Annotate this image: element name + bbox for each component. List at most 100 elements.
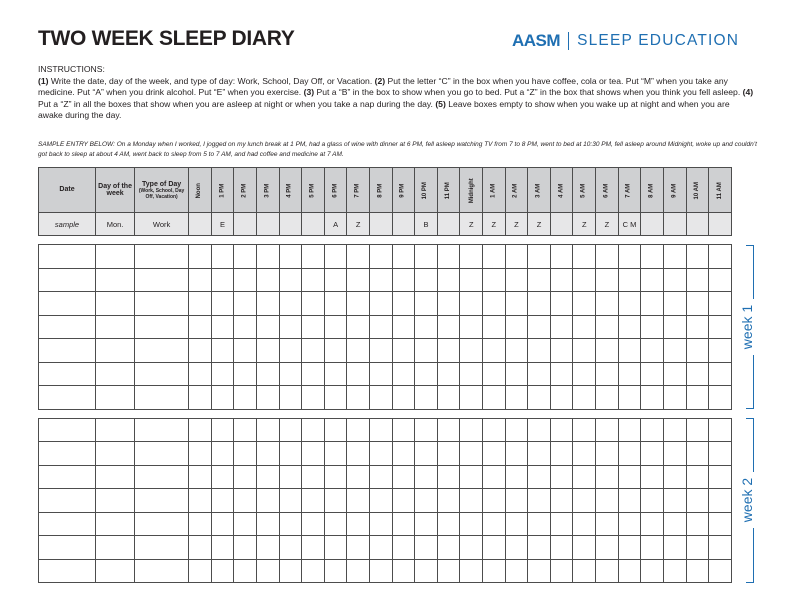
hour-cell[interactable] — [708, 464, 732, 489]
hour-cell[interactable] — [708, 338, 732, 363]
hour-cell[interactable] — [233, 464, 257, 489]
hour-cell[interactable] — [414, 385, 438, 410]
hour-cell[interactable] — [572, 511, 597, 536]
hour-cell[interactable] — [188, 464, 212, 489]
hour-cell[interactable] — [527, 441, 551, 466]
hour-cell[interactable] — [685, 361, 710, 386]
hour-cell[interactable] — [301, 417, 325, 442]
hour-cell[interactable] — [323, 511, 348, 536]
hour-cell[interactable] — [617, 511, 642, 536]
hour-cell[interactable] — [595, 558, 619, 583]
hour-cell[interactable] — [708, 314, 732, 339]
hour-cell[interactable] — [391, 464, 416, 489]
hour-cell[interactable] — [504, 314, 529, 339]
hour-cell[interactable] — [391, 291, 416, 316]
date-cell[interactable] — [37, 291, 97, 316]
hour-cell[interactable] — [662, 267, 687, 292]
hour-cell[interactable] — [527, 361, 551, 386]
hour-cell[interactable] — [549, 464, 574, 489]
type-cell[interactable] — [134, 314, 190, 339]
hour-cell[interactable] — [255, 417, 280, 442]
hour-cell[interactable] — [504, 417, 529, 442]
hour-cell[interactable] — [210, 464, 235, 489]
hour-cell[interactable] — [188, 535, 212, 560]
hour-cell[interactable] — [391, 338, 416, 363]
hour-cell[interactable] — [482, 291, 506, 316]
hour-cell[interactable] — [255, 535, 280, 560]
hour-cell[interactable] — [255, 558, 280, 583]
hour-cell[interactable] — [210, 338, 235, 363]
day-cell[interactable] — [95, 338, 136, 363]
hour-cell[interactable] — [233, 314, 257, 339]
hour-cell[interactable] — [662, 464, 687, 489]
type-cell[interactable] — [134, 464, 190, 489]
hour-cell[interactable] — [233, 291, 257, 316]
hour-cell[interactable] — [527, 314, 551, 339]
hour-cell[interactable] — [482, 488, 506, 513]
hour-cell[interactable] — [685, 338, 710, 363]
hour-cell[interactable] — [369, 361, 393, 386]
hour-cell[interactable] — [188, 291, 212, 316]
hour-cell[interactable] — [436, 464, 461, 489]
hour-cell[interactable] — [549, 488, 574, 513]
hour-cell[interactable] — [482, 385, 506, 410]
day-cell[interactable] — [95, 535, 136, 560]
hour-cell[interactable] — [346, 511, 370, 536]
hour-cell[interactable] — [685, 488, 710, 513]
hour-cell[interactable] — [255, 291, 280, 316]
date-cell[interactable] — [37, 511, 97, 536]
date-cell[interactable] — [37, 361, 97, 386]
hour-cell[interactable] — [346, 385, 370, 410]
date-cell[interactable] — [37, 385, 97, 410]
date-cell[interactable] — [37, 314, 97, 339]
date-cell[interactable] — [37, 558, 97, 583]
hour-cell[interactable] — [301, 338, 325, 363]
hour-cell[interactable] — [369, 558, 393, 583]
hour-cell[interactable] — [504, 511, 529, 536]
hour-cell[interactable] — [278, 314, 303, 339]
hour-cell[interactable] — [346, 488, 370, 513]
hour-cell[interactable] — [708, 558, 732, 583]
hour-cell[interactable] — [617, 535, 642, 560]
hour-cell[interactable] — [414, 361, 438, 386]
hour-cell[interactable] — [708, 244, 732, 269]
hour-cell[interactable] — [210, 488, 235, 513]
hour-cell[interactable] — [662, 291, 687, 316]
hour-cell[interactable] — [323, 291, 348, 316]
hour-cell[interactable] — [482, 244, 506, 269]
hour-cell[interactable] — [459, 244, 484, 269]
hour-cell[interactable] — [617, 338, 642, 363]
hour-cell[interactable] — [640, 417, 664, 442]
hour-cell[interactable] — [369, 535, 393, 560]
hour-cell[interactable] — [685, 244, 710, 269]
date-cell[interactable] — [37, 267, 97, 292]
hour-cell[interactable] — [301, 385, 325, 410]
hour-cell[interactable] — [685, 314, 710, 339]
hour-cell[interactable] — [459, 558, 484, 583]
hour-cell[interactable] — [549, 244, 574, 269]
hour-cell[interactable] — [504, 558, 529, 583]
hour-cell[interactable] — [640, 314, 664, 339]
hour-cell[interactable] — [323, 338, 348, 363]
hour-cell[interactable] — [210, 535, 235, 560]
hour-cell[interactable] — [233, 441, 257, 466]
hour-cell[interactable] — [459, 385, 484, 410]
hour-cell[interactable] — [595, 464, 619, 489]
hour-cell[interactable] — [369, 314, 393, 339]
hour-cell[interactable] — [572, 244, 597, 269]
hour-cell[interactable] — [323, 535, 348, 560]
hour-cell[interactable] — [210, 417, 235, 442]
hour-cell[interactable] — [595, 244, 619, 269]
hour-cell[interactable] — [662, 441, 687, 466]
day-cell[interactable] — [95, 291, 136, 316]
hour-cell[interactable] — [527, 511, 551, 536]
hour-cell[interactable] — [595, 441, 619, 466]
hour-cell[interactable] — [233, 488, 257, 513]
hour-cell[interactable] — [572, 417, 597, 442]
hour-cell[interactable] — [662, 361, 687, 386]
hour-cell[interactable] — [685, 441, 710, 466]
hour-cell[interactable] — [482, 558, 506, 583]
hour-cell[interactable] — [617, 488, 642, 513]
hour-cell[interactable] — [572, 314, 597, 339]
hour-cell[interactable] — [662, 417, 687, 442]
